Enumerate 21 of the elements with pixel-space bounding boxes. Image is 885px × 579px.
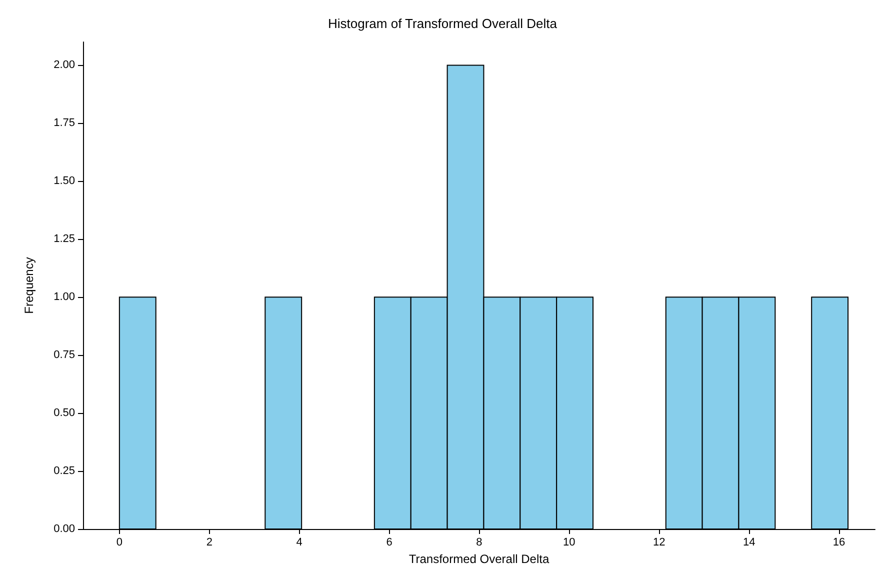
y-tick-label: 0.25 bbox=[54, 465, 75, 478]
chart-title: Histogram of Transformed Overall Delta bbox=[328, 16, 558, 31]
x-tick-label: 2 bbox=[206, 536, 212, 548]
y-tick-label: 1.00 bbox=[54, 291, 75, 304]
y-tick-label: 0.50 bbox=[54, 407, 75, 420]
y-tick-label: 2.00 bbox=[54, 59, 75, 72]
x-tick-label: 4 bbox=[296, 536, 302, 548]
x-tick-label: 14 bbox=[742, 536, 756, 548]
y-tick-label: 0.00 bbox=[54, 523, 75, 535]
y-tick-label: 1.75 bbox=[54, 117, 75, 130]
x-tick-label: 0 bbox=[116, 536, 122, 548]
x-tick-label: 6 bbox=[386, 536, 392, 548]
x-tick-label: 12 bbox=[653, 536, 666, 548]
y-tick-label: 1.25 bbox=[54, 233, 75, 246]
x-tick-label: 8 bbox=[476, 536, 482, 548]
y-tick-label: 1.50 bbox=[54, 175, 75, 188]
y-tick-label: 0.75 bbox=[54, 349, 75, 362]
x-tick-label: 10 bbox=[563, 536, 576, 548]
x-axis-title: Transformed Overall Delta bbox=[408, 552, 550, 566]
x-tick-label: 16 bbox=[832, 536, 846, 548]
y-axis-title: Frequency bbox=[22, 257, 36, 314]
